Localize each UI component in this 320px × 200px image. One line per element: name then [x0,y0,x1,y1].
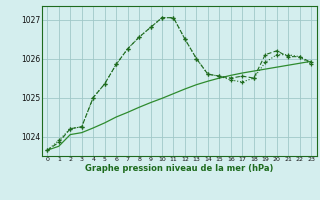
X-axis label: Graphe pression niveau de la mer (hPa): Graphe pression niveau de la mer (hPa) [85,164,273,173]
